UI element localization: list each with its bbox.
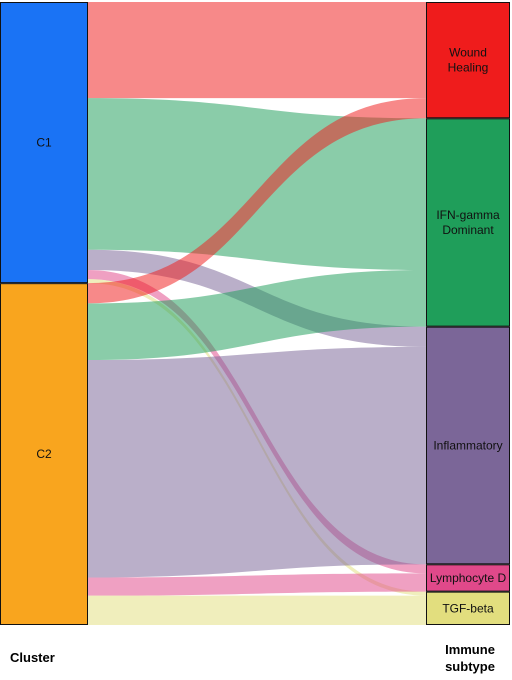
node-label-line: Healing — [448, 61, 489, 75]
node-tgf — [426, 591, 510, 625]
node-label-c2: C2 — [36, 447, 52, 461]
link-c2-to-wh — [88, 98, 426, 304]
node-label-c1: C1 — [36, 136, 52, 150]
sankey-chart: C1 C2 Wound Healing IFN-gamma Dominant Inflamm… — [0, 2, 510, 625]
node-label-line: C2 — [36, 447, 52, 461]
left-axis-label: Cluster — [10, 650, 55, 665]
node-label-line: IFN-gamma — [436, 208, 500, 222]
node-label-wh: Wound Healing — [448, 46, 489, 75]
sankey-node-labels: C1 C2 Wound Healing IFN-gamma Dominant Inflamm… — [36, 46, 506, 616]
node-label-line: Wound — [449, 46, 487, 60]
link-c2-to-inf — [88, 346, 426, 578]
node-label-inf: Inflammatory — [433, 438, 502, 452]
node-c1 — [0, 2, 88, 284]
sankey-nodes — [0, 2, 510, 625]
node-label-tgf: TGF-beta — [442, 601, 494, 615]
node-label-line: Dominant — [442, 223, 494, 237]
node-lym — [426, 564, 510, 592]
node-wh — [426, 2, 510, 119]
node-c2 — [0, 283, 88, 625]
node-inf — [426, 326, 510, 565]
node-ifn — [426, 118, 510, 327]
sankey-links — [88, 2, 426, 625]
node-label-ifn: IFN-gamma Dominant — [436, 208, 500, 237]
node-label-line: TGF-beta — [442, 601, 494, 615]
link-c1-to-wh — [88, 2, 426, 99]
node-label-line: Lymphocyte D — [430, 571, 507, 585]
node-label-lym: Lymphocyte D — [430, 571, 507, 585]
link-c2-to-lym — [88, 573, 426, 596]
node-label-line: Inflammatory — [433, 438, 502, 452]
node-label-line: C1 — [36, 136, 52, 150]
link-c2-to-tgf — [88, 595, 426, 625]
link-c1-to-ifn — [88, 98, 426, 271]
link-c2-to-ifn — [88, 270, 426, 361]
right-axis-label: Immune subtype — [445, 642, 495, 674]
